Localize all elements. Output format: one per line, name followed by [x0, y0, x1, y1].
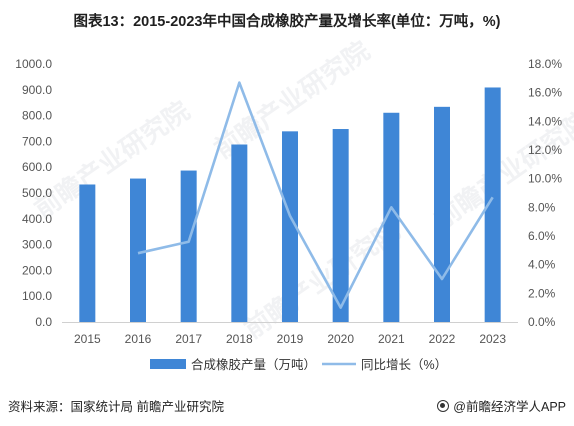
y-right-tick-label: 10.0%: [528, 172, 562, 186]
y-right-tick-label: 18.0%: [528, 57, 562, 71]
legend-swatch-bar: [150, 359, 186, 369]
y-right-tick-label: 16.0%: [528, 86, 562, 100]
y-left-tick-label: 600.0: [22, 160, 52, 174]
y-left-tick-label: 0.0: [35, 315, 52, 329]
bar-2022: [434, 106, 450, 322]
y-right-tick-label: 6.0%: [528, 229, 556, 243]
y-left-tick-label: 1000.0: [15, 57, 52, 71]
x-tick-label: 2017: [175, 332, 202, 346]
y-left-tick-label: 300.0: [22, 238, 52, 252]
y-left-tick-label: 900.0: [22, 83, 52, 97]
bar-2018: [231, 144, 248, 322]
y-right-tick-label: 2.0%: [528, 286, 556, 300]
source-note: 资料来源：国家统计局 前瞻产业研究院: [8, 400, 224, 414]
x-tick-label: 2018: [226, 332, 253, 346]
legend-label-line: 同比增长（%）: [361, 357, 447, 372]
x-tick-label: 2019: [277, 332, 304, 346]
bar-2015: [79, 184, 96, 322]
x-tick-label: 2016: [125, 332, 152, 346]
bar-2019: [282, 131, 298, 322]
y-left-tick-label: 500.0: [22, 186, 52, 200]
y-left-tick-label: 200.0: [22, 263, 52, 277]
y-left-tick-label: 700.0: [22, 134, 52, 148]
x-tick-label: 2021: [378, 332, 405, 346]
x-tick-label: 2023: [479, 332, 506, 346]
y-left-tick-label: 100.0: [22, 289, 52, 303]
bar-2023: [484, 87, 501, 322]
bar-2016: [130, 178, 146, 322]
y-left-tick-label: 800.0: [22, 109, 52, 123]
brand-credit: @前瞻经济学人APP: [437, 396, 566, 415]
y-right-tick-label: 14.0%: [528, 114, 562, 128]
chart-title: 图表13：2015-2023年中国合成橡胶产量及增长率(单位：万吨，%): [73, 14, 501, 30]
x-tick-label: 2022: [429, 332, 456, 346]
y-right-tick-label: 12.0%: [528, 143, 562, 157]
y-right-tick-label: 0.0%: [528, 315, 556, 329]
x-tick-label: 2020: [327, 332, 354, 346]
brand-text: @前瞻经济学人APP: [453, 400, 566, 414]
brand-logo-icon: [437, 399, 450, 412]
legend-label-bar: 合成橡胶产量（万吨）: [191, 357, 316, 372]
growth-line: [137, 81, 494, 309]
bar-2020: [332, 129, 349, 322]
x-tick-label: 2015: [74, 332, 101, 346]
bar-2021: [383, 112, 400, 323]
y-right-tick-label: 4.0%: [528, 258, 556, 272]
y-left-tick-label: 400.0: [22, 212, 52, 226]
bar-2017: [180, 170, 197, 322]
y-right-tick-label: 8.0%: [528, 200, 556, 214]
